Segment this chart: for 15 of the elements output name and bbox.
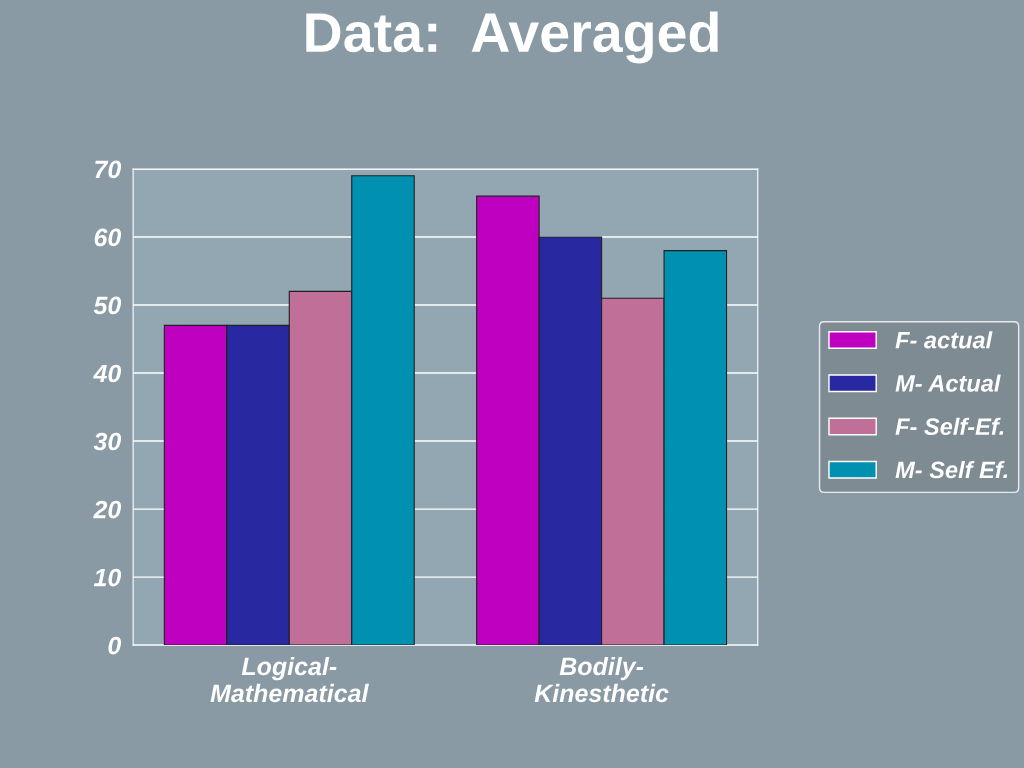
legend-label: M- Self Ef. xyxy=(895,460,1008,479)
chart-title: Data: Averaged xyxy=(306,11,718,64)
y-tick-label: 50 xyxy=(93,296,122,315)
legend-label: F- Self-Ef. xyxy=(895,417,1004,436)
y-tick-label: 20 xyxy=(93,500,122,519)
y-tick-label: 0 xyxy=(108,636,122,655)
y-tick-label: 30 xyxy=(93,432,122,451)
x-tick-label: Bodily- Kinesthetic xyxy=(534,656,669,703)
y-tick-label: 60 xyxy=(94,228,122,247)
y-tick-label: 10 xyxy=(93,568,122,587)
legend-label: M- Actual xyxy=(895,374,1001,392)
y-tick-label: 70 xyxy=(95,160,122,179)
y-tick-label: 40 xyxy=(93,364,122,383)
legend-label: F- actual xyxy=(895,331,993,349)
x-tick-label: Logical- Mathematical xyxy=(210,656,369,703)
